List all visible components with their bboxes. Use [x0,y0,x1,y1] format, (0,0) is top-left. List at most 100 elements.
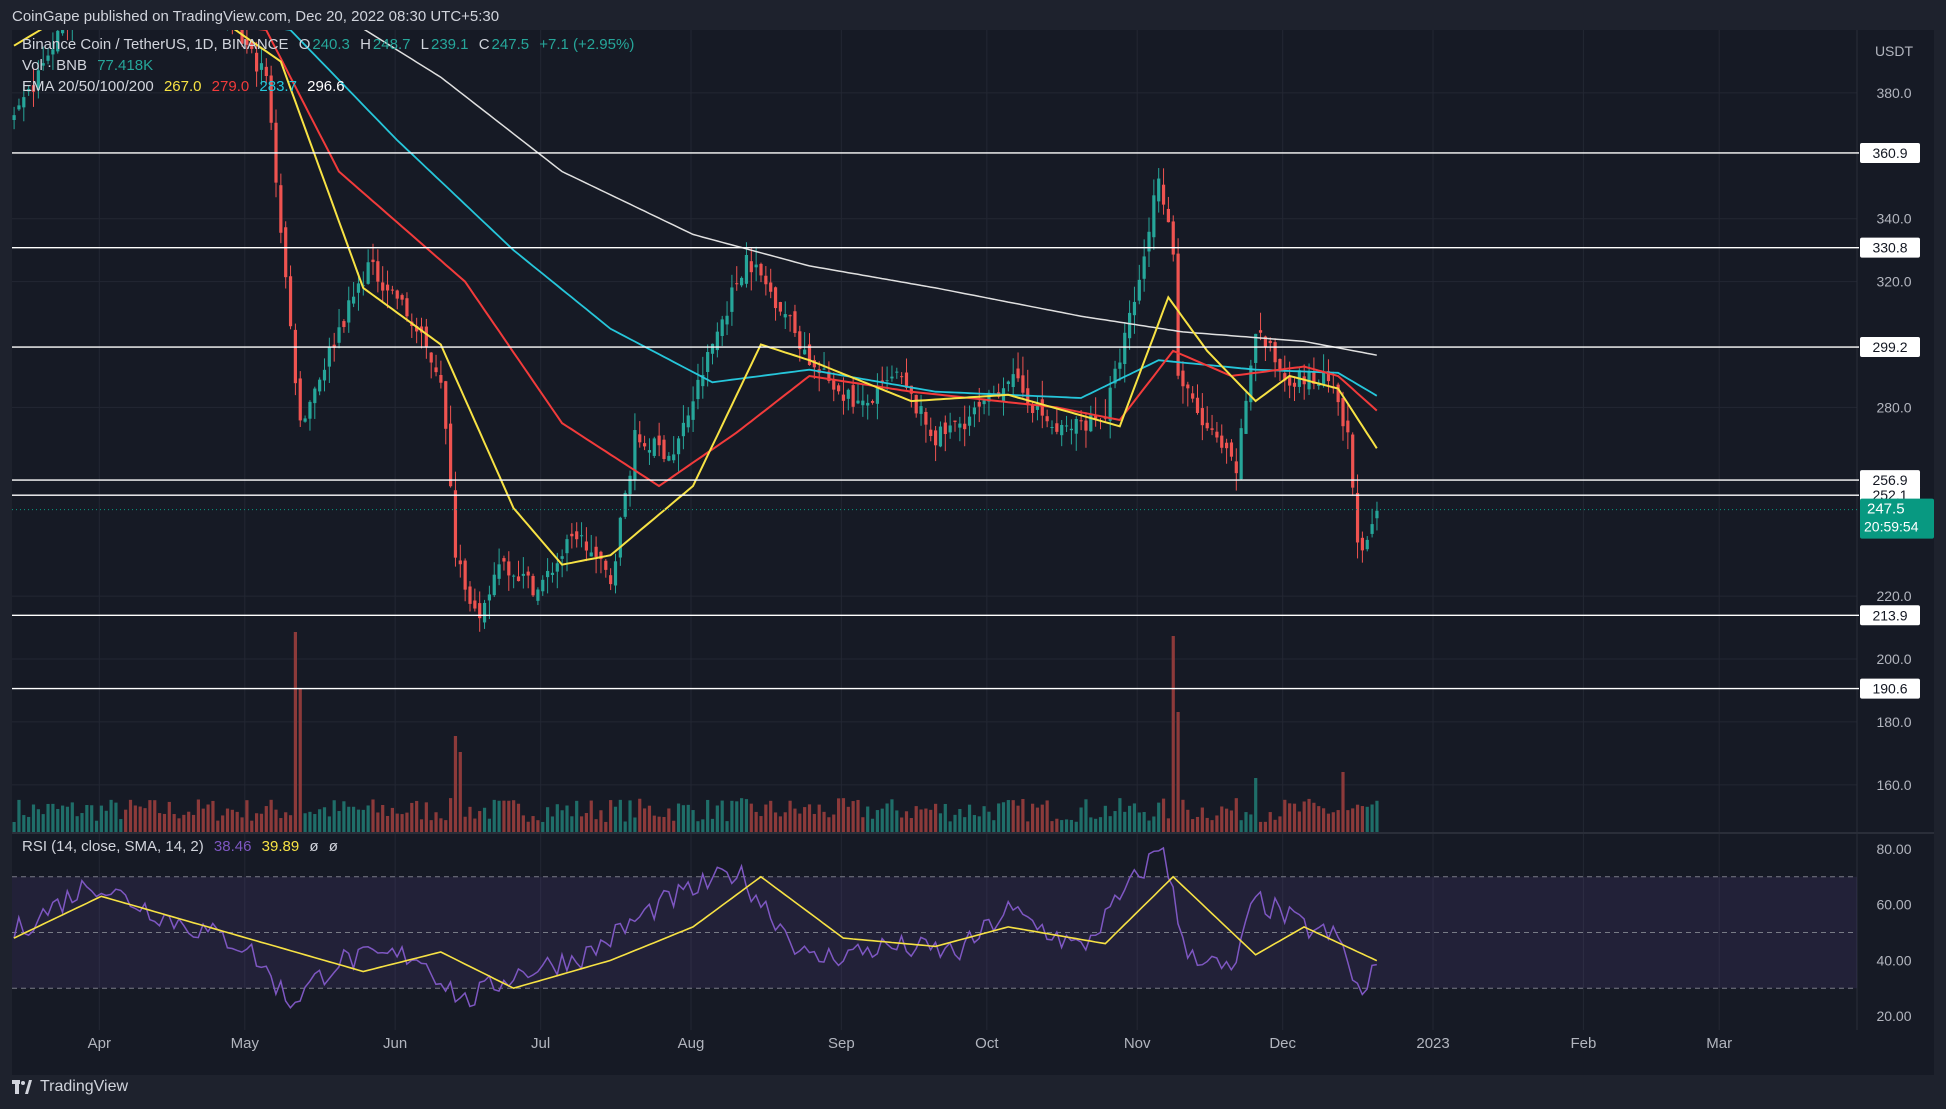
volume-bar [94,820,99,832]
volume-bar [1040,804,1044,832]
candle-body [628,475,632,495]
candle-body [555,563,559,572]
volume-bar [201,808,205,832]
volume-bar [381,805,385,832]
candle-body [812,360,816,368]
candle-body [754,264,758,268]
volume-bar [1152,816,1156,832]
y-tick-label: 180.0 [1876,714,1911,730]
volume-bar [487,818,491,832]
volume-bar [104,810,108,832]
candle-body [676,438,681,455]
volume-bar [584,813,588,832]
candle-body [1021,375,1025,393]
volume-bar [846,806,850,832]
volume-bar [235,811,239,832]
volume-bar [51,803,55,832]
y-axis-unit: USDT [1875,43,1914,59]
volume-bar [85,805,89,832]
candle-body [1161,184,1166,205]
candle-body [1064,425,1069,427]
candle-body [550,572,555,575]
candle-body [1171,221,1175,255]
candle-body [1050,427,1054,429]
candle-body [245,39,249,45]
candle-body [987,392,991,402]
candle-body [400,295,404,300]
candle-body [516,576,521,582]
candle-body [1220,435,1224,448]
chart-frame[interactable]: 360.9 330.8 299.2 256.9 252.1 213.9 190.6 247.5… [12,30,1934,1075]
volume-bar [1123,811,1127,832]
candle-body [56,30,60,52]
volume-bar [216,820,220,832]
candle-body [803,349,807,355]
volume-bar [715,805,719,832]
volume-bar [1060,820,1064,832]
volume-bar [880,808,884,832]
volume-bar [148,800,152,832]
candle-body [832,379,836,390]
volume-bar [594,819,598,832]
volume-bar [929,809,933,832]
volume-bar [187,811,191,832]
rsi-tick-label: 20.00 [1876,1008,1911,1024]
candle-body [366,262,370,284]
volume-bar [1336,810,1340,832]
candle-body [1346,420,1350,433]
volume-bar [1307,798,1311,832]
candle-body [1132,301,1137,316]
ema50-line [258,30,1378,488]
x-tick-label: May [231,1035,260,1052]
volume-bar [206,804,210,832]
candle-body [846,389,850,399]
candle-body [1069,428,1073,431]
volume-bar [274,809,278,832]
candle-body [1370,524,1374,534]
candle-body [1191,393,1195,399]
volume-bar [710,818,715,832]
ema100-line [284,30,1378,399]
volume-bar [992,820,996,832]
tradingview-logo[interactable]: TradingView [12,1078,128,1096]
volume-bar [1050,821,1054,832]
candle-body [1239,428,1243,480]
candle-body [1089,415,1093,432]
volume-bar [133,805,137,832]
volume-bar [31,804,36,832]
candle-body [1336,384,1340,403]
candle-body [1035,403,1040,410]
candle-body [623,492,627,517]
candle-body [497,564,501,579]
level-tag-label: 256.9 [1872,472,1907,488]
volume-bar [938,813,943,832]
candle-body [1365,539,1369,550]
volume-bar [676,803,681,832]
candle-body [1288,375,1292,386]
y-tick-label: 220.0 [1876,588,1911,604]
volume-bar [541,821,545,832]
chart-canvas[interactable]: 360.9330.8299.2256.9252.1213.9190.6247.5… [12,30,1934,1075]
candle-body [870,401,875,403]
candle-body [1157,178,1161,202]
volume-bar [967,804,972,832]
volume-bar [230,809,234,832]
volume-bar [1375,800,1379,832]
volume-bar [449,798,453,832]
candle-body [12,115,16,121]
candle-body [1137,279,1141,301]
volume-bar [788,800,792,832]
candle-body [1326,371,1331,382]
volume-bar [1365,806,1369,832]
volume-bar [555,804,559,832]
volume-bar [1137,812,1141,832]
candle-body [1263,336,1267,348]
candle-body [439,375,443,383]
volume-bar [1302,801,1306,832]
candle-body [1186,384,1190,389]
candle-body [914,394,918,414]
candle-body [1176,253,1180,376]
volume-bar [366,805,370,832]
candle-body [453,490,458,558]
volume-bar [376,812,380,832]
